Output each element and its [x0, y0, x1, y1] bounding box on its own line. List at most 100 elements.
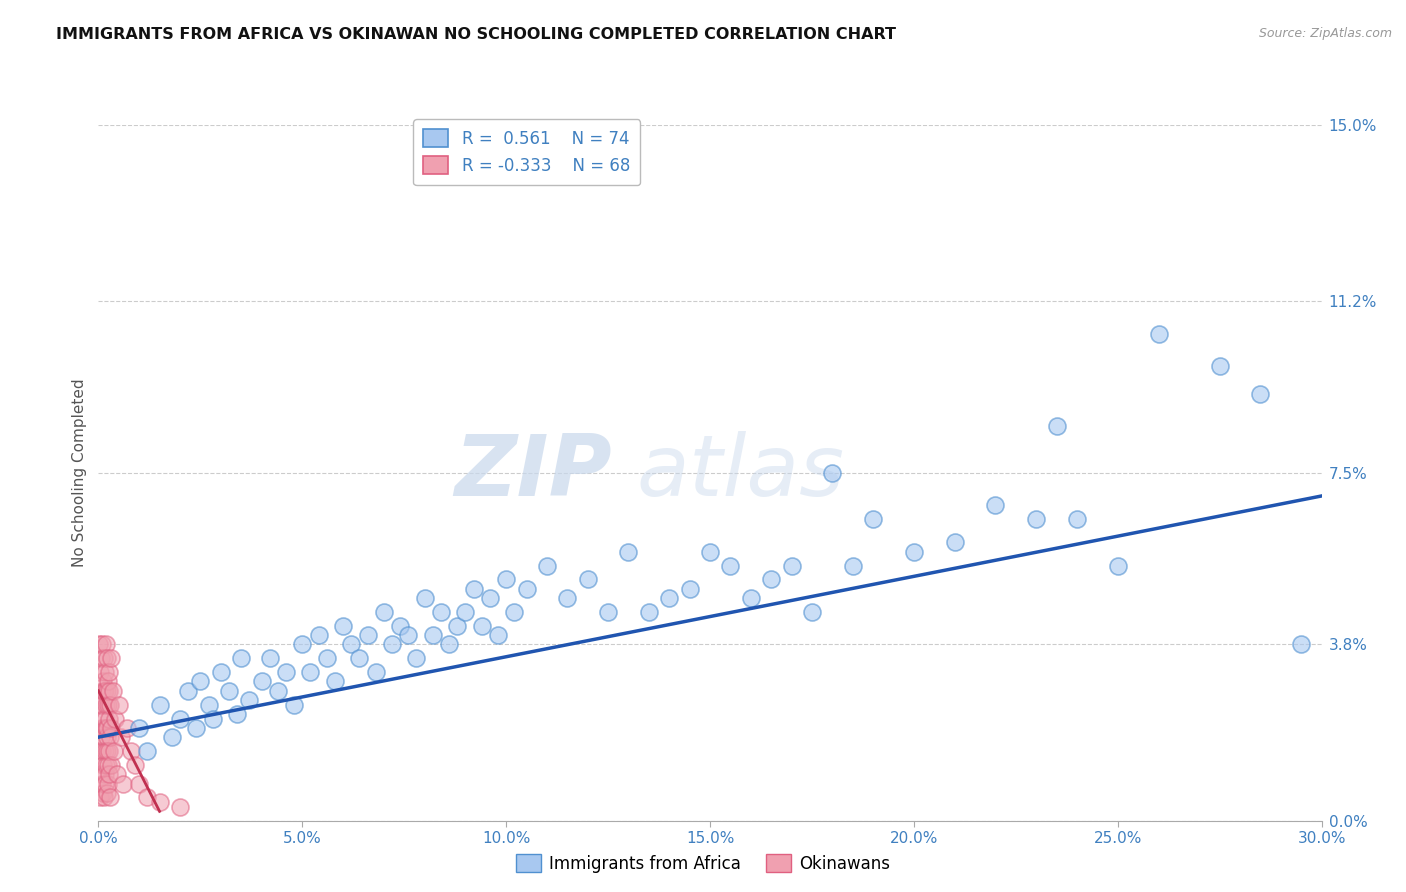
Point — [238, 693, 260, 707]
Point — [1025, 512, 1047, 526]
Text: IMMIGRANTS FROM AFRICA VS OKINAWAN NO SCHOOLING COMPLETED CORRELATION CHART: IMMIGRANTS FROM AFRICA VS OKINAWAN NO SC… — [56, 27, 896, 42]
Point — [91, 744, 114, 758]
Point — [283, 698, 305, 712]
Point — [105, 767, 128, 781]
Point — [274, 665, 297, 680]
Point — [259, 651, 281, 665]
Point — [218, 683, 240, 698]
Point — [160, 730, 183, 744]
Point — [349, 651, 371, 665]
Point — [299, 665, 322, 680]
Point — [373, 605, 395, 619]
Point — [396, 628, 419, 642]
Point — [111, 776, 134, 790]
Point — [93, 683, 115, 698]
Point — [91, 637, 114, 651]
Point — [94, 721, 117, 735]
Point — [104, 712, 127, 726]
Point — [1147, 326, 1170, 341]
Point — [91, 786, 114, 800]
Legend: Immigrants from Africa, Okinawans: Immigrants from Africa, Okinawans — [509, 847, 897, 880]
Point — [124, 758, 146, 772]
Point — [101, 683, 124, 698]
Text: Source: ZipAtlas.com: Source: ZipAtlas.com — [1258, 27, 1392, 40]
Point — [98, 730, 121, 744]
Point — [903, 544, 925, 558]
Point — [1045, 419, 1069, 434]
Point — [209, 665, 232, 680]
Point — [231, 651, 253, 665]
Point — [446, 619, 468, 633]
Point — [699, 544, 721, 558]
Point — [267, 683, 290, 698]
Point — [471, 619, 494, 633]
Y-axis label: No Schooling Completed: No Schooling Completed — [72, 378, 87, 567]
Point — [149, 795, 172, 809]
Point — [96, 786, 118, 800]
Point — [356, 628, 378, 642]
Point — [98, 767, 121, 781]
Point — [463, 582, 485, 596]
Point — [1066, 512, 1088, 526]
Point — [90, 683, 112, 698]
Point — [98, 683, 121, 698]
Point — [115, 721, 138, 735]
Point — [984, 498, 1007, 512]
Point — [478, 591, 501, 605]
Point — [94, 776, 117, 790]
Point — [759, 573, 782, 587]
Point — [841, 558, 863, 573]
Point — [97, 758, 120, 772]
Legend: R =  0.561    N = 74, R = -0.333    N = 68: R = 0.561 N = 74, R = -0.333 N = 68 — [413, 120, 640, 185]
Point — [91, 698, 114, 712]
Point — [96, 637, 118, 651]
Point — [486, 628, 509, 642]
Point — [576, 573, 599, 587]
Point — [638, 605, 661, 619]
Point — [308, 628, 330, 642]
Point — [97, 776, 120, 790]
Point — [94, 683, 117, 698]
Point — [617, 544, 640, 558]
Point — [136, 790, 159, 805]
Point — [94, 758, 117, 772]
Point — [503, 605, 526, 619]
Point — [89, 744, 111, 758]
Point — [340, 637, 363, 651]
Point — [97, 698, 120, 712]
Point — [740, 591, 762, 605]
Point — [90, 776, 112, 790]
Point — [862, 512, 884, 526]
Point — [1107, 558, 1129, 573]
Point — [169, 712, 191, 726]
Point — [96, 744, 118, 758]
Point — [96, 698, 118, 712]
Point — [93, 651, 115, 665]
Point — [315, 651, 337, 665]
Point — [250, 674, 273, 689]
Point — [97, 674, 120, 689]
Point — [801, 605, 824, 619]
Point — [536, 558, 558, 573]
Point — [516, 582, 538, 596]
Point — [136, 744, 159, 758]
Point — [100, 758, 122, 772]
Point — [97, 744, 120, 758]
Point — [93, 790, 115, 805]
Point — [201, 712, 224, 726]
Point — [381, 637, 404, 651]
Point — [89, 637, 111, 651]
Point — [93, 767, 115, 781]
Point — [96, 730, 118, 744]
Point — [91, 674, 114, 689]
Point — [780, 558, 803, 573]
Point — [98, 665, 121, 680]
Point — [90, 767, 112, 781]
Point — [332, 619, 354, 633]
Point — [90, 730, 112, 744]
Point — [108, 698, 131, 712]
Point — [90, 651, 112, 665]
Point — [100, 651, 122, 665]
Point — [98, 698, 121, 712]
Point — [169, 799, 191, 814]
